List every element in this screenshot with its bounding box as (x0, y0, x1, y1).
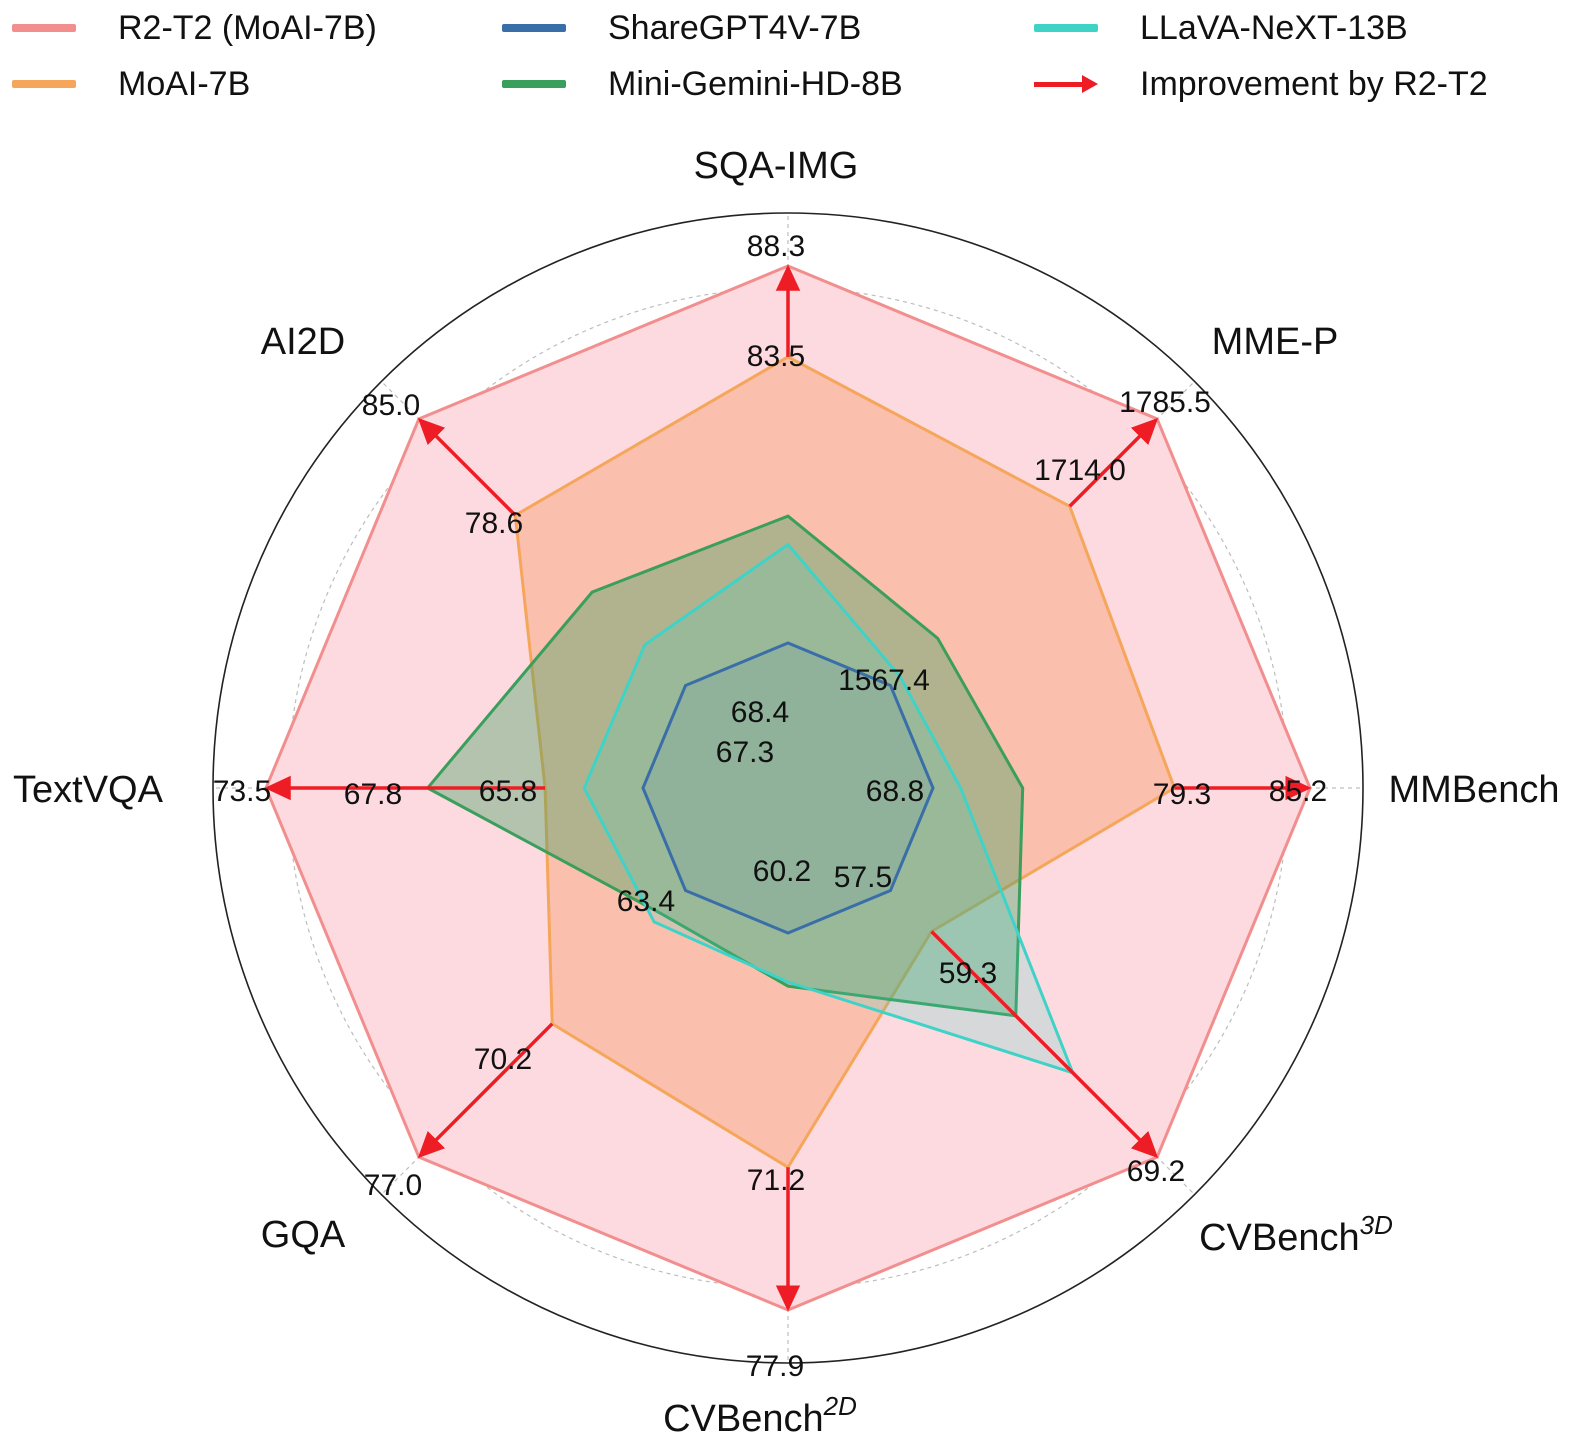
value-label: 69.2 (1127, 1155, 1185, 1188)
value-label: 68.8 (866, 775, 924, 808)
value-label: 68.4 (731, 696, 789, 729)
value-label: 1785.5 (1119, 386, 1211, 419)
improvement-arrow-3 (417, 417, 517, 517)
value-label: 70.2 (474, 1043, 532, 1076)
axis-label-mmbench: MMBench (1388, 769, 1559, 811)
value-label: 85.0 (362, 389, 420, 422)
value-label: 77.0 (364, 1169, 422, 1202)
legend-label-improvement: Improvement by R2-T2 (1140, 64, 1488, 103)
value-label: 88.3 (747, 230, 805, 263)
axis-label-sqa-img: SQA-IMG (694, 145, 859, 187)
legend-label-moai: MoAI-7B (118, 64, 251, 103)
legend-label-minigemini: Mini-Gemini-HD-8B (608, 64, 903, 103)
legend-label-llava: LLaVA-NeXT-13B (1140, 8, 1408, 47)
value-label: 1714.0 (1034, 454, 1126, 487)
value-label: 79.3 (1153, 778, 1211, 811)
legend-swatch-moai (12, 80, 76, 88)
improvement-arrow-7 (930, 930, 1159, 1159)
legend-item-llava: LLaVA-NeXT-13B (1034, 8, 1408, 48)
axis-label-cvbench-3d: CVBench3D (1199, 1210, 1393, 1259)
axis-labels: MMBench MME-P SQA-IMG AI2D TextVQA GQA CVBench… (13, 145, 1560, 1440)
legend-label-sharegpt4v: ShareGPT4V-7B (608, 8, 862, 47)
axis-label-gqa: GQA (261, 1214, 346, 1256)
value-label: 73.5 (213, 775, 271, 808)
legend-item-improvement: Improvement by R2-T2 (1034, 64, 1488, 104)
legend-swatch-llava (1034, 24, 1098, 32)
value-label: 57.5 (834, 861, 892, 894)
legend-arrow-improvement (1034, 75, 1098, 93)
value-label: 85.2 (1269, 775, 1327, 808)
series-sharegpt4v-7b (641, 641, 935, 935)
value-label: 67.8 (344, 778, 402, 811)
legend-swatch-sharegpt4v (502, 24, 566, 32)
axis-label-ai2d: AI2D (261, 321, 345, 363)
value-label: 59.3 (939, 957, 997, 990)
legend-item-moai: MoAI-7B (12, 64, 250, 104)
axis-label-mme-p: MME-P (1212, 321, 1339, 363)
value-label: 65.8 (479, 775, 537, 808)
legend: R2-T2 (MoAI-7B) ShareGPT4V-7B LLaVA-NeXT… (0, 0, 1584, 120)
value-label: 67.3 (716, 736, 774, 769)
legend-item-minigemini: Mini-Gemini-HD-8B (502, 64, 903, 104)
legend-swatch-minigemini (502, 80, 566, 88)
improvement-arrows (264, 264, 1312, 1312)
legend-swatch-r2t2 (12, 24, 76, 32)
value-label: 60.2 (753, 855, 811, 888)
value-label: 78.6 (465, 507, 523, 540)
legend-label-r2t2: R2-T2 (MoAI-7B) (118, 8, 377, 47)
value-label: 63.4 (617, 885, 675, 918)
improvement-arrow-5 (417, 1022, 554, 1159)
value-label: 83.5 (747, 340, 805, 373)
value-labels: 85.2 79.3 68.8 1785.5 1714.0 1567.4 88.3 83.5 68… (213, 230, 1327, 1383)
legend-item-sharegpt4v: ShareGPT4V-7B (502, 8, 861, 48)
outer-ring (212, 212, 1364, 1364)
value-label: 71.2 (747, 1164, 805, 1197)
axis-label-textvqa: TextVQA (13, 769, 164, 811)
value-label: 77.9 (746, 1350, 804, 1383)
value-label: 1567.4 (838, 664, 930, 697)
improvement-arrow-1 (1068, 417, 1159, 508)
legend-item-r2t2: R2-T2 (MoAI-7B) (12, 8, 377, 48)
axis-label-cvbench-2d: CVBench2D (663, 1391, 857, 1440)
